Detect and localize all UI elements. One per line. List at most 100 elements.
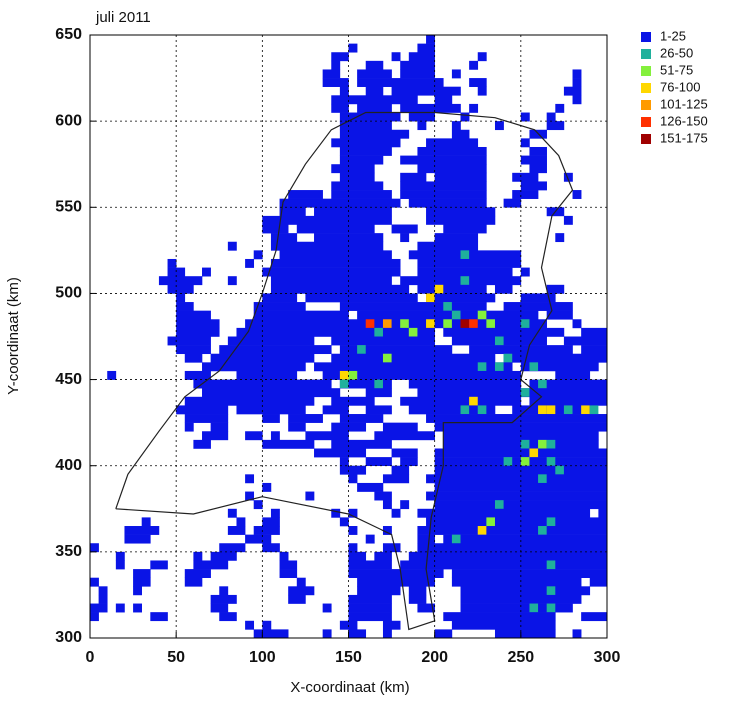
cell (520, 388, 530, 397)
cell-run (253, 526, 280, 535)
cell-run (322, 405, 349, 415)
legend-label: 101-125 (660, 96, 708, 111)
cell (520, 439, 530, 449)
cell-run (245, 431, 263, 441)
cell-run (348, 474, 358, 484)
cell (469, 319, 478, 328)
cell (382, 319, 392, 328)
cell-run (115, 560, 125, 570)
cell-run (426, 293, 496, 303)
cell-run (563, 172, 573, 182)
cell (339, 379, 349, 389)
cell (486, 517, 495, 527)
cell-run (262, 224, 289, 234)
legend-swatch (641, 66, 651, 76)
cell-run (572, 69, 582, 79)
cell (339, 370, 349, 380)
cell-run (339, 129, 410, 139)
cell-run (305, 431, 349, 441)
cell-run (400, 190, 487, 199)
cell-run (348, 551, 367, 561)
cell-run (210, 551, 237, 561)
cell-run (331, 60, 341, 70)
cell-run (158, 276, 203, 286)
cell (538, 405, 547, 415)
cell-run (253, 500, 263, 510)
cell-run (391, 465, 410, 475)
cell-run (434, 95, 453, 105)
cell-run (417, 43, 435, 53)
cell-run (210, 594, 237, 604)
cell-run (322, 370, 349, 380)
cell-run (357, 482, 384, 492)
cell-run (270, 258, 401, 268)
cell-run (90, 543, 99, 553)
cell-run (270, 241, 384, 251)
cell-run (262, 517, 280, 527)
cell-run (270, 276, 392, 286)
cell-run (520, 293, 556, 303)
cell-run (494, 284, 513, 294)
cell-run (391, 52, 401, 62)
cell-run (469, 60, 479, 70)
cell-run (555, 370, 591, 380)
cell-run (124, 534, 151, 544)
cell-run (546, 284, 565, 294)
cell-run (288, 190, 323, 199)
cell-run (193, 439, 211, 449)
cell-run (288, 422, 306, 432)
cell-run (227, 276, 237, 286)
cell-run (202, 267, 211, 277)
cell-run (460, 603, 573, 613)
cell-run (589, 577, 608, 587)
cell-run (520, 155, 547, 165)
cell-run (512, 190, 539, 199)
cell-run (193, 379, 332, 389)
cell-run (546, 112, 556, 122)
cell-run (469, 78, 487, 87)
cell-run (443, 327, 565, 337)
cell-run (581, 327, 608, 337)
cell-run (98, 586, 108, 596)
cell-run (469, 103, 479, 113)
cell-run (279, 560, 298, 570)
cell-run (331, 396, 375, 406)
cell-run (520, 362, 599, 372)
cell-run (253, 310, 349, 320)
legend-swatch (641, 83, 651, 93)
cell-run (245, 474, 255, 484)
cell-run (391, 86, 461, 96)
cell (460, 276, 470, 285)
cell-run (262, 482, 272, 492)
cell-run (408, 586, 427, 596)
cell-run (563, 215, 573, 225)
cell-run (90, 577, 99, 587)
cell (546, 586, 556, 595)
cell-run (331, 422, 367, 432)
cell-run (236, 327, 435, 337)
cell-run (477, 52, 487, 62)
cell (443, 302, 452, 311)
cell-run (408, 52, 435, 62)
cell (581, 405, 590, 415)
cell-run (219, 586, 229, 596)
cell-run (572, 95, 582, 105)
cell-run (408, 405, 496, 415)
cell-run (245, 319, 547, 329)
cell (477, 405, 487, 415)
cell-run (288, 414, 323, 423)
cell-run (176, 293, 186, 303)
cell-run (400, 560, 608, 570)
cell-run (348, 603, 392, 613)
cell-run (288, 594, 306, 604)
cell-run (245, 534, 272, 544)
y-tick-label: 500 (55, 285, 82, 302)
cell-run (348, 594, 392, 604)
cell-run (348, 526, 358, 535)
cell-run (417, 534, 435, 544)
cell (400, 319, 409, 328)
cell-run (150, 612, 168, 622)
cell-run (357, 577, 435, 587)
cell-run (348, 543, 358, 553)
cell-run (400, 233, 410, 243)
